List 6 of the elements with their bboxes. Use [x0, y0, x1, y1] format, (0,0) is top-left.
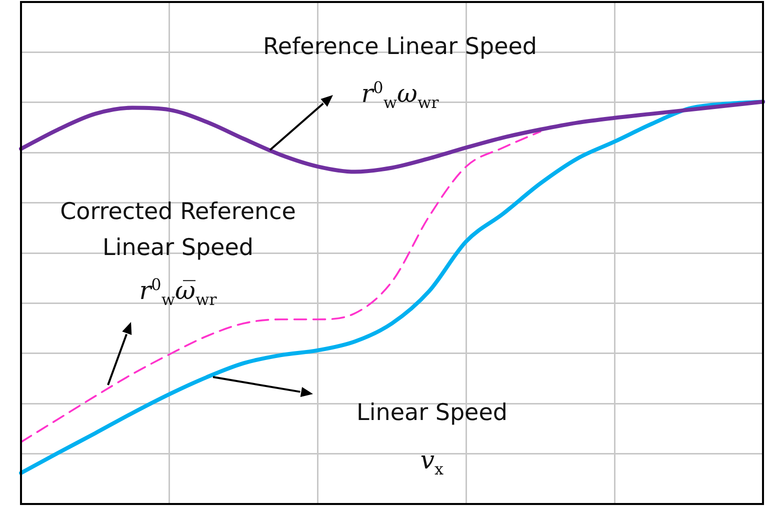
annotation: r$^{0}$$_{w}$ω$_{wr}$: [361, 78, 439, 112]
annotation: Linear Speed: [356, 400, 508, 426]
text: Reference Linear Speed: [262, 34, 538, 60]
annotation: Corrected Reference Linear Speed: [59, 198, 297, 263]
annotation: r$^{0}$$_{w}$ω̅$_{wr}$: [139, 274, 217, 310]
annotation: v$_{x}$: [420, 446, 444, 478]
